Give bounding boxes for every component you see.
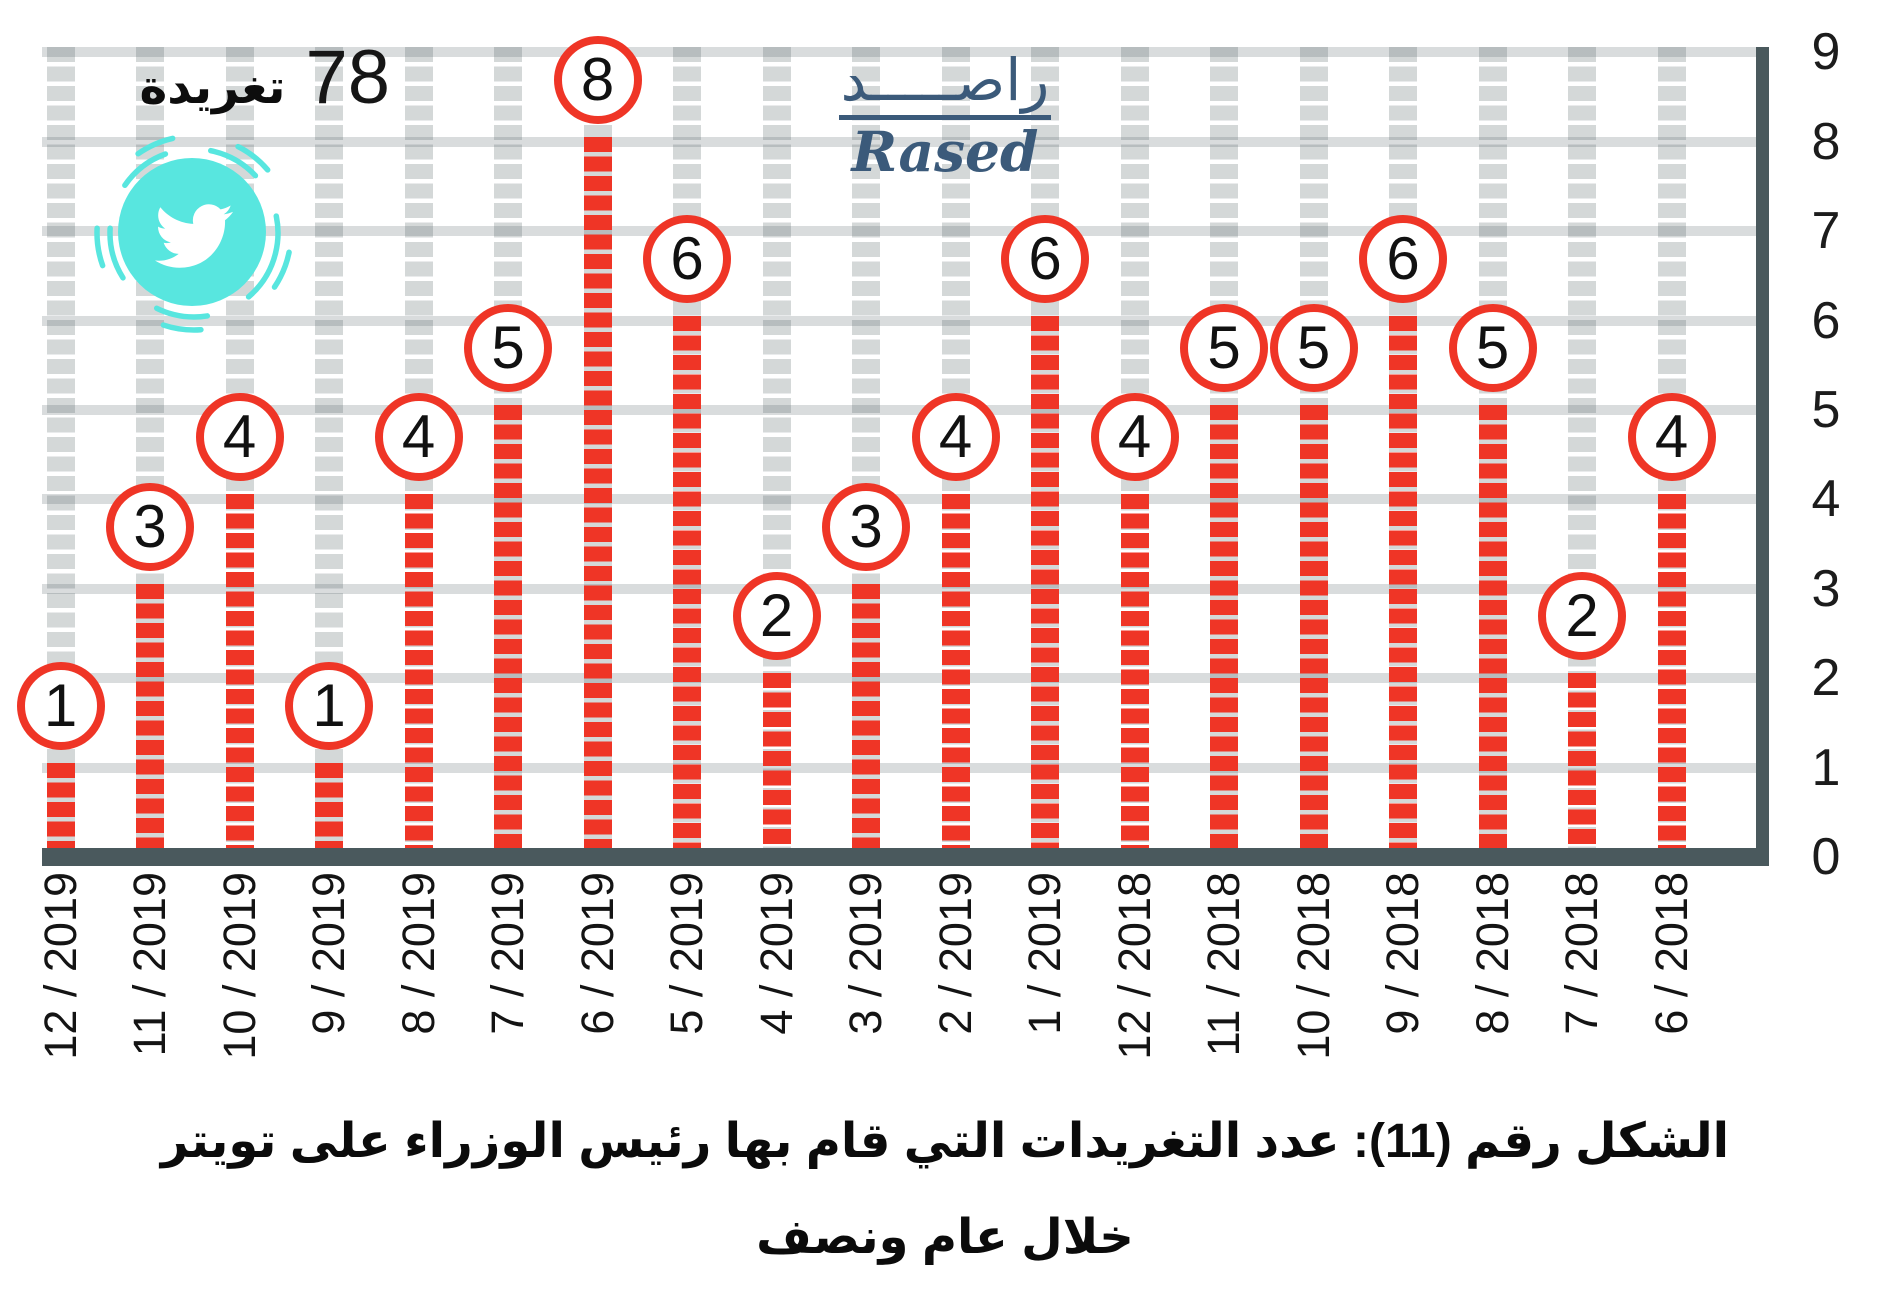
bar xyxy=(225,494,254,848)
value-marker: 2 xyxy=(732,572,821,661)
x-axis-label: 2 / 2019 xyxy=(929,872,981,1035)
x-axis-label: 8 / 2018 xyxy=(1466,872,1518,1035)
x-axis-label: 9 / 2019 xyxy=(303,872,354,1035)
bar xyxy=(1657,494,1686,848)
gridline xyxy=(42,762,1756,773)
bar xyxy=(136,583,164,848)
total-tweets: 78 تغريدة xyxy=(88,36,390,120)
x-axis-label: 12 / 2019 xyxy=(34,872,86,1060)
total-tweets-label: تغريدة xyxy=(139,60,286,113)
value-marker: 1 xyxy=(16,661,105,750)
figure-caption-line2: خلال عام ونصف xyxy=(756,1211,1134,1264)
x-axis-label: 5 / 2019 xyxy=(661,872,712,1035)
x-axis-label: 11 / 2019 xyxy=(124,872,175,1057)
value-marker: 6 xyxy=(643,214,731,303)
x-axis-label: 3 / 2019 xyxy=(840,872,891,1035)
x-axis-label: 12 / 2018 xyxy=(1108,872,1160,1060)
gridline xyxy=(42,405,1756,415)
y-axis-label: 2 xyxy=(1811,649,1841,708)
value-marker: 4 xyxy=(195,393,284,482)
gridline xyxy=(42,136,1756,147)
y-axis-line xyxy=(1756,47,1769,866)
twitter-bird-icon xyxy=(155,204,233,268)
y-axis-label: 8 xyxy=(1811,112,1841,171)
y-axis-label: 9 xyxy=(1811,23,1841,82)
bar xyxy=(583,136,612,848)
x-axis-label: 4 / 2019 xyxy=(750,872,802,1035)
gridline xyxy=(42,226,1756,237)
twitter-badge xyxy=(69,109,319,359)
figure-caption: الشكل رقم (11): عدد التغريدات التي قام ب… xyxy=(0,1094,1890,1286)
value-marker: 5 xyxy=(1269,304,1358,392)
value-marker: 6 xyxy=(1359,214,1447,303)
bar xyxy=(1120,494,1149,848)
bar xyxy=(315,762,343,848)
value-marker: 8 xyxy=(553,35,642,124)
value-marker: 2 xyxy=(1538,572,1626,661)
value-marker: 5 xyxy=(464,304,552,392)
bar xyxy=(494,405,522,848)
value-marker: 3 xyxy=(822,482,910,571)
bar xyxy=(404,494,433,848)
x-axis-label: 9 / 2018 xyxy=(1377,872,1428,1035)
x-axis-label: 6 / 2019 xyxy=(571,872,623,1035)
gridline xyxy=(42,673,1756,684)
gridline xyxy=(42,315,1756,326)
total-tweets-count: 78 xyxy=(305,35,390,120)
y-axis-label: 7 xyxy=(1811,202,1841,261)
bar xyxy=(46,762,75,848)
bar xyxy=(1389,315,1417,848)
y-axis-label: 3 xyxy=(1811,559,1841,618)
value-marker: 4 xyxy=(374,393,463,482)
dashed-ring-decoration xyxy=(94,133,294,333)
value-marker: 3 xyxy=(106,482,194,571)
bar xyxy=(762,673,791,848)
rased-logo-arabic: راصـــــد xyxy=(838,50,1052,120)
y-axis-label: 6 xyxy=(1811,291,1841,350)
x-axis-label: 10 / 2019 xyxy=(213,872,265,1060)
bar xyxy=(1031,315,1059,848)
value-marker: 4 xyxy=(1627,393,1716,482)
y-axis-label: 1 xyxy=(1811,738,1841,797)
bar xyxy=(852,583,880,848)
x-axis-label: 7 / 2018 xyxy=(1556,872,1607,1035)
x-axis-label: 6 / 2018 xyxy=(1645,872,1697,1035)
bar xyxy=(1478,405,1507,848)
x-axis-line xyxy=(42,848,1769,866)
gridline xyxy=(42,583,1756,594)
value-marker: 6 xyxy=(1001,214,1089,303)
x-axis-label: 7 / 2019 xyxy=(482,872,533,1035)
y-axis-label: 5 xyxy=(1811,381,1841,439)
value-marker: 1 xyxy=(285,661,373,750)
x-axis-label: 1 / 2019 xyxy=(1019,872,1070,1035)
gridline xyxy=(42,47,1756,58)
figure-caption-line1: الشكل رقم (11): عدد التغريدات التي قام ب… xyxy=(160,1115,1730,1168)
value-marker: 5 xyxy=(1180,304,1268,392)
rased-logo: راصـــــد Rased xyxy=(790,50,1100,182)
x-axis-label: 11 / 2018 xyxy=(1198,872,1249,1057)
rased-logo-latin: Rased xyxy=(851,119,1039,184)
value-marker: 4 xyxy=(1090,393,1179,482)
bar xyxy=(1210,405,1238,848)
y-axis-label: 0 xyxy=(1811,828,1841,886)
y-axis-label: 4 xyxy=(1811,470,1841,529)
bar xyxy=(1299,405,1328,848)
bar xyxy=(673,315,701,848)
value-marker: 5 xyxy=(1448,304,1537,392)
bar xyxy=(941,494,970,848)
x-axis-label: 8 / 2019 xyxy=(392,872,444,1035)
value-marker: 4 xyxy=(911,393,1000,482)
x-axis-label: 10 / 2018 xyxy=(1287,872,1339,1060)
bar xyxy=(1568,673,1596,848)
